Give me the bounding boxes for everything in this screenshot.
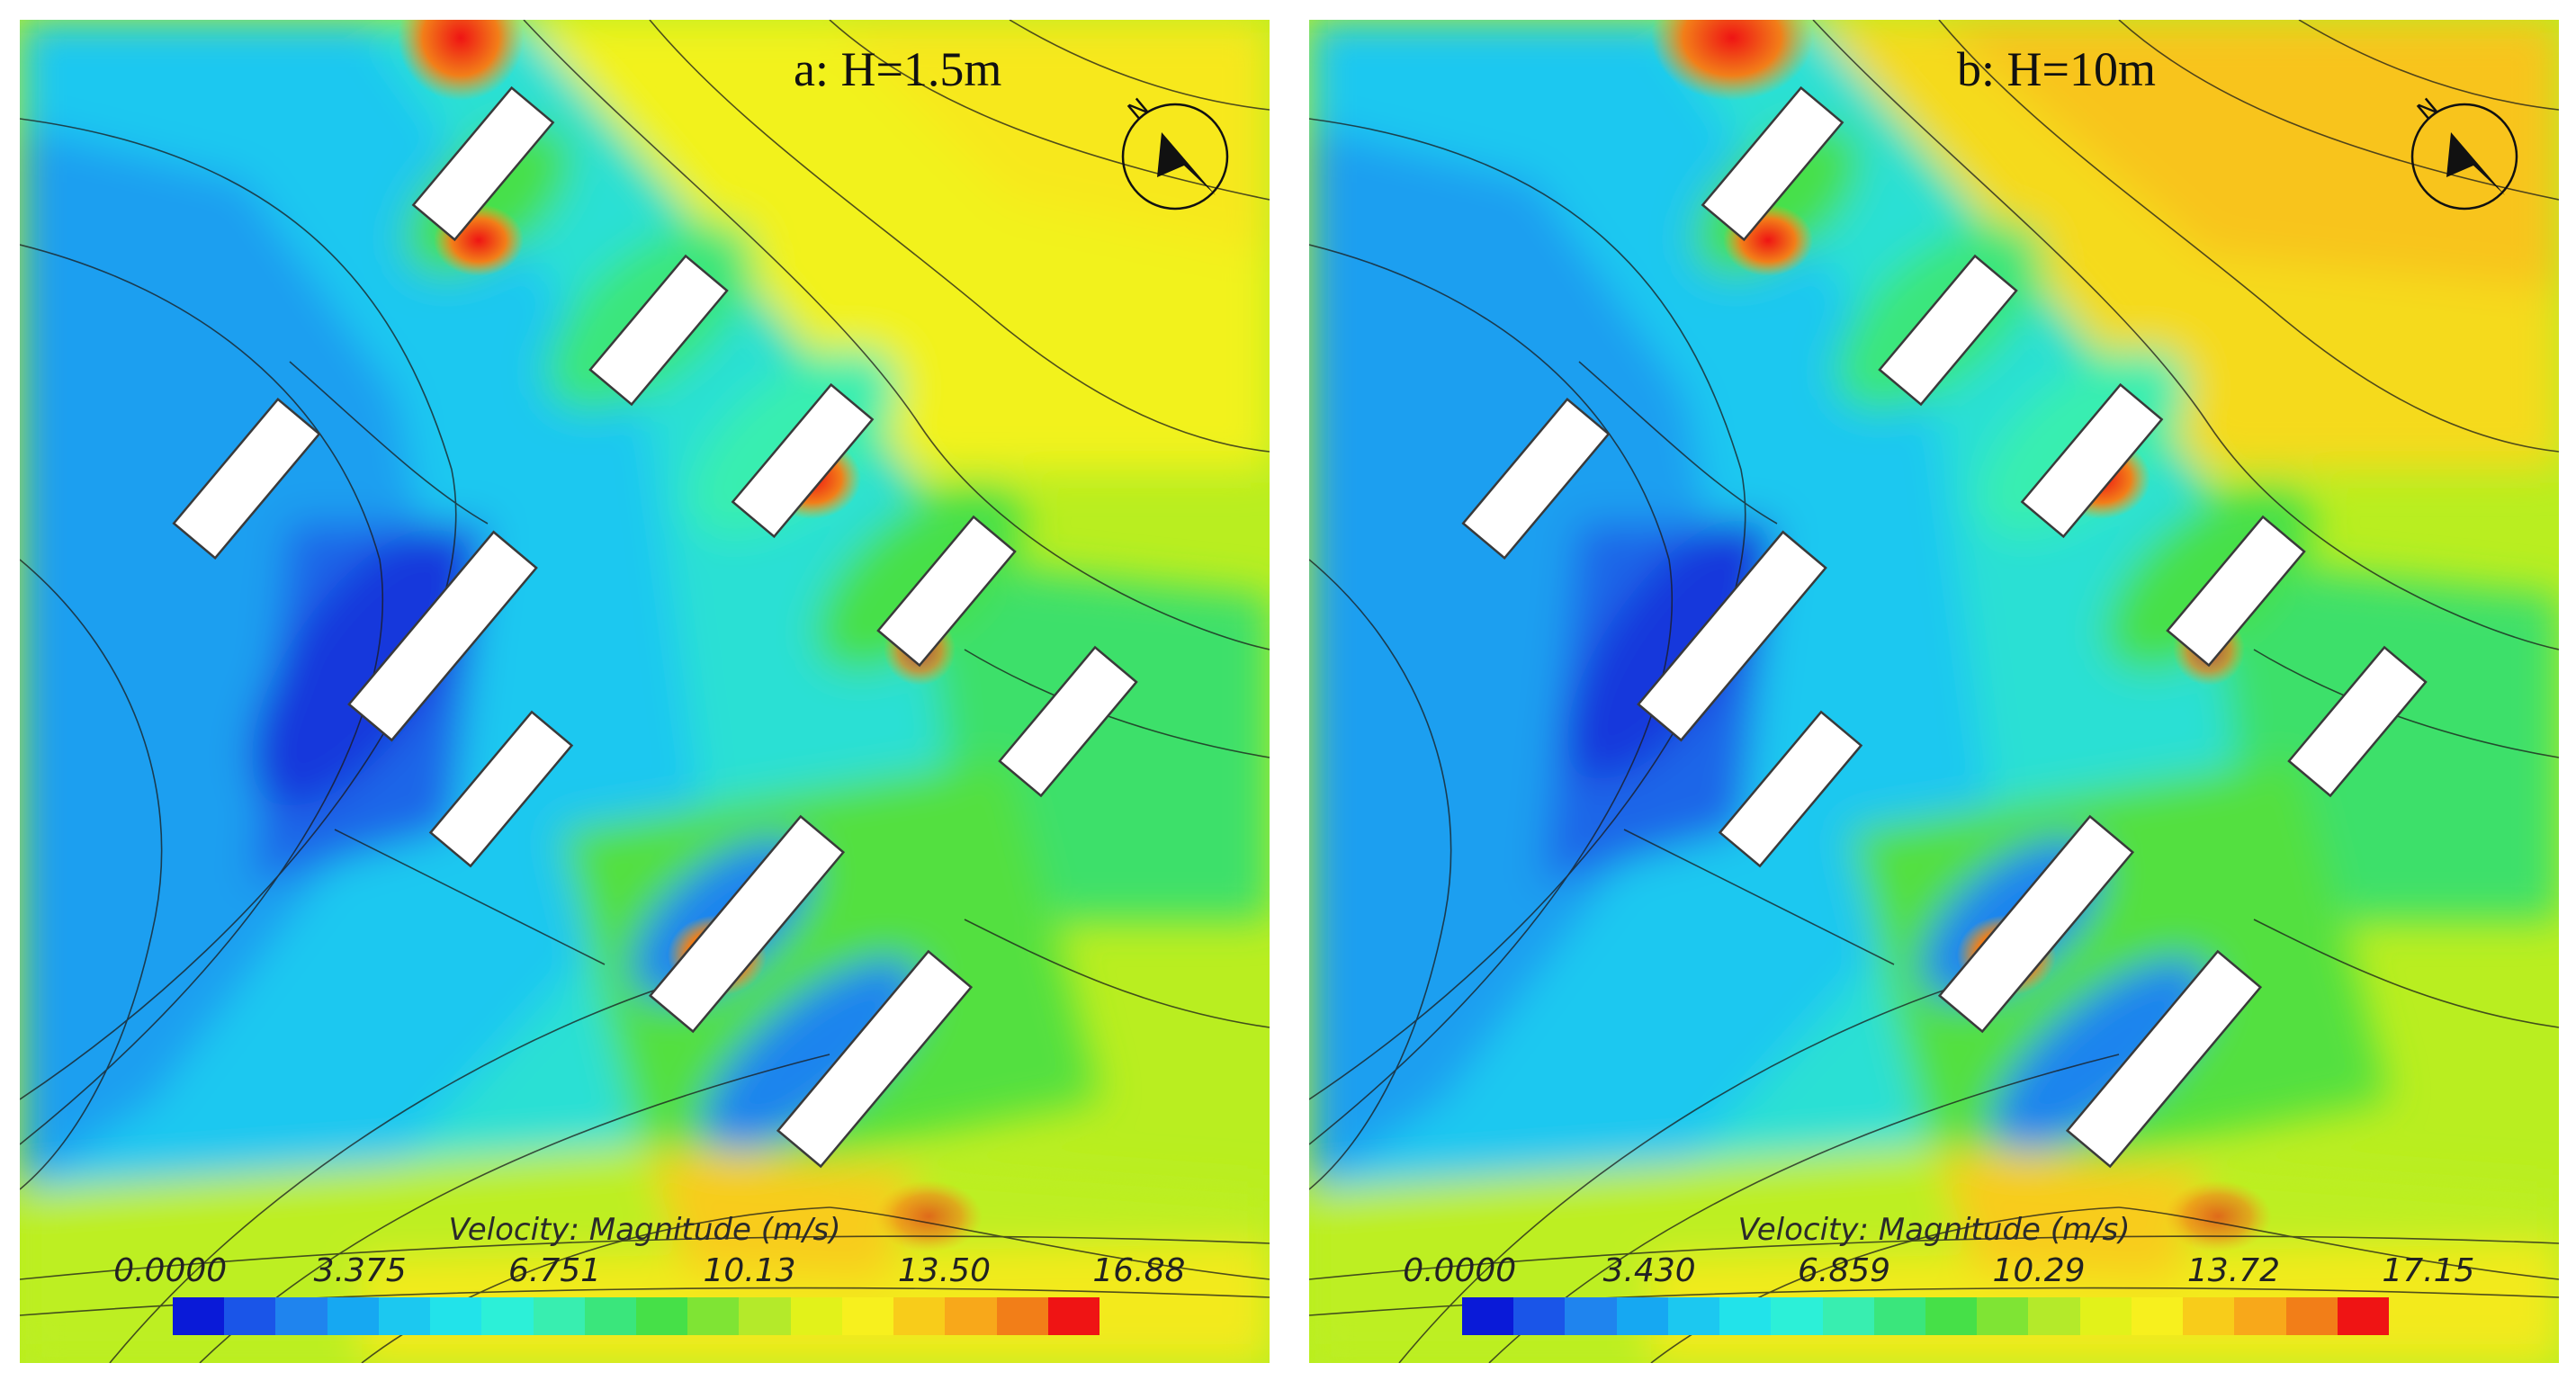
building-footprint xyxy=(428,710,574,868)
building-footprint xyxy=(172,398,321,560)
building-footprint xyxy=(776,949,974,1169)
legend-swatch xyxy=(1667,1297,1720,1335)
legend-tick: 3.375 xyxy=(313,1252,407,1289)
legend-color-bar xyxy=(173,1297,1100,1335)
building-footprint xyxy=(588,254,729,407)
legend-swatch xyxy=(2079,1297,2132,1335)
building-footprint xyxy=(998,645,1138,798)
legend-swatch xyxy=(945,1297,997,1335)
building-footprint xyxy=(411,85,555,242)
legend-tick: 0.0000 xyxy=(113,1252,228,1289)
legend-swatch xyxy=(430,1297,482,1335)
building-footprint xyxy=(2020,382,2164,539)
building-footprint xyxy=(1637,530,1827,742)
building-footprint xyxy=(2287,645,2428,798)
legend-swatch xyxy=(687,1297,740,1335)
legend-swatch xyxy=(275,1297,328,1335)
legend-swatch xyxy=(635,1297,688,1335)
legend-swatch xyxy=(173,1297,225,1335)
legend-color-bar xyxy=(1462,1297,2389,1335)
legend-tick: 13.72 xyxy=(2186,1252,2280,1289)
legend-swatch xyxy=(2285,1297,2338,1335)
building-footprint xyxy=(648,814,846,1034)
legend-swatch xyxy=(790,1297,842,1335)
legend-swatch xyxy=(1771,1297,1823,1335)
legend-ticks: 0.0000 3.430 6.859 10.29 13.72 17.15 xyxy=(1403,1252,2474,1292)
building-footprint xyxy=(2166,515,2306,668)
legend-swatch xyxy=(481,1297,534,1335)
legend-swatch xyxy=(224,1297,276,1335)
building-footprint xyxy=(1878,254,2018,407)
north-arrow-icon: N xyxy=(1121,94,1229,211)
building-footprint xyxy=(1701,85,1844,242)
legend-swatch xyxy=(1977,1297,2029,1335)
legend-swatch xyxy=(2183,1297,2235,1335)
building-footprint xyxy=(1937,814,2135,1034)
legend-ticks: 0.0000 3.375 6.751 10.13 13.50 16.88 xyxy=(113,1252,1185,1292)
legend-tick: 10.13 xyxy=(703,1252,796,1289)
velocity-contour-field xyxy=(1309,20,2559,1363)
legend-tick: 0.0000 xyxy=(1403,1252,1517,1289)
legend-swatch xyxy=(1719,1297,1772,1335)
legend-swatch xyxy=(378,1297,431,1335)
building-footprint xyxy=(731,382,875,539)
panel-a: a: H=1.5m N Velocity: Magnitude (m/s) 0.… xyxy=(20,20,1270,1363)
legend-swatch xyxy=(739,1297,791,1335)
legend-swatch xyxy=(1462,1297,1514,1335)
legend-swatch xyxy=(1822,1297,1874,1335)
legend-swatch xyxy=(2337,1297,2389,1335)
north-label: N xyxy=(1123,94,1153,125)
legend-swatch xyxy=(1925,1297,1978,1335)
legend-swatch xyxy=(893,1297,946,1335)
legend-tick: 17.15 xyxy=(2382,1252,2475,1289)
legend-swatch xyxy=(2234,1297,2286,1335)
legend-title: Velocity: Magnitude (m/s) xyxy=(1737,1212,2131,1248)
legend-title: Velocity: Magnitude (m/s) xyxy=(448,1212,841,1248)
legend-swatch xyxy=(996,1297,1048,1335)
legend-swatch xyxy=(1873,1297,1925,1335)
building-footprint xyxy=(1718,710,1863,868)
legend-swatch xyxy=(841,1297,894,1335)
panel-title: a: H=1.5m xyxy=(794,42,1002,96)
velocity-contour-field xyxy=(20,20,1270,1363)
legend-swatch xyxy=(584,1297,636,1335)
legend-swatch xyxy=(2028,1297,2080,1335)
legend-swatch xyxy=(2131,1297,2184,1335)
building-footprint xyxy=(2065,949,2263,1169)
legend-tick: 3.430 xyxy=(1602,1252,1696,1289)
legend-swatch xyxy=(1047,1297,1100,1335)
legend-tick: 13.50 xyxy=(897,1252,991,1289)
legend-tick: 6.751 xyxy=(508,1252,602,1289)
buildings-layer xyxy=(1461,85,2428,1169)
legend-swatch xyxy=(1565,1297,1617,1335)
north-arrow-icon: N xyxy=(2410,94,2518,211)
legend-tick: 16.88 xyxy=(1092,1252,1186,1289)
building-footprint xyxy=(347,530,538,742)
legend-swatch xyxy=(1616,1297,1668,1335)
panel-b: b: H=10m N Velocity: Magnitude (m/s) 0.0… xyxy=(1309,20,2559,1363)
legend-swatch xyxy=(1513,1297,1566,1335)
panel-title: b: H=10m xyxy=(1957,42,2156,96)
building-footprint xyxy=(1461,398,1611,560)
legend-swatch xyxy=(533,1297,585,1335)
legend-tick: 10.29 xyxy=(1992,1252,2086,1289)
legend-swatch xyxy=(327,1297,379,1335)
building-footprint xyxy=(876,515,1017,668)
legend-tick: 6.859 xyxy=(1798,1252,1891,1289)
north-label: N xyxy=(2412,94,2443,125)
buildings-layer xyxy=(172,85,1138,1169)
